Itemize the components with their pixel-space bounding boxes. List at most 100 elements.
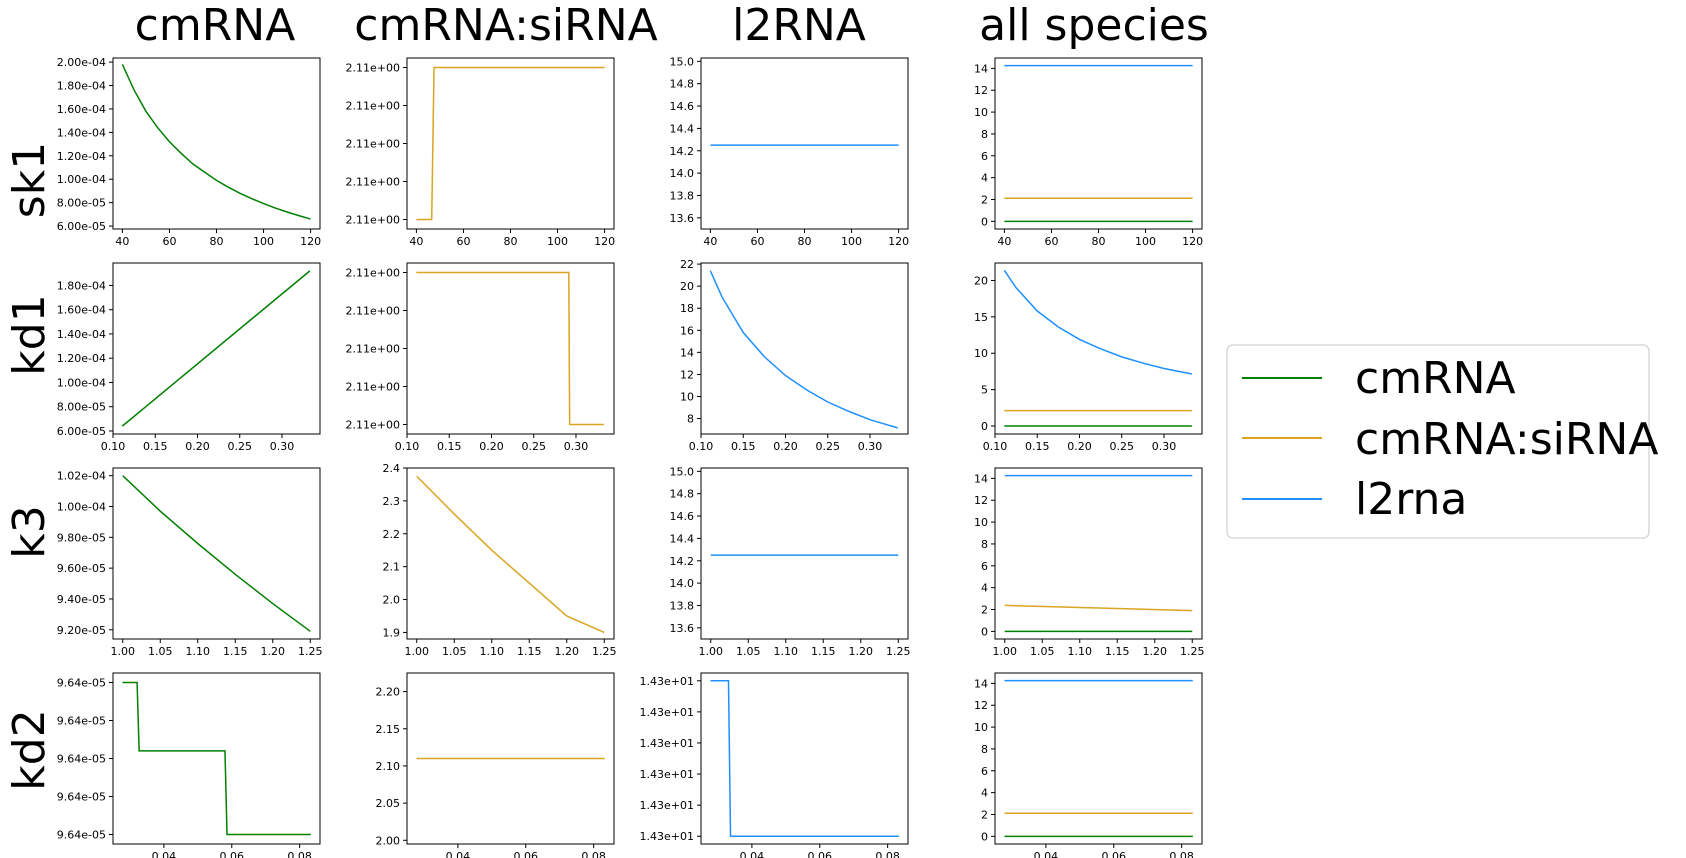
y-tick-label-sk1-l2rna-5: 14.6	[670, 100, 695, 113]
x-tick-label-kd2-l2rna-0: 0.04	[740, 850, 765, 858]
subplot-sk1-cmrna: 40 60 80 100 120 6.00e-05 8.00e-05 1.00e-04 1.20…	[57, 56, 321, 248]
x-tick-label-kd1-l2rna-3: 0.25	[815, 440, 840, 453]
subplot-sk1-l2rna: 40 60 80 100 120 13.6 13.8 14.0 14.2 14.4 14.6 14.8…	[670, 55, 910, 248]
x-tick-label-sk1-all-species-4: 120	[1182, 235, 1203, 248]
x-tick-label-kd2-cmrna-1: 0.06	[220, 850, 245, 858]
series-line-kd1-cmrna-cmrna	[121, 270, 311, 427]
y-tick-label-sk1-all-species-4: 8	[981, 128, 988, 141]
x-tick-label-kd2-all-species-1: 0.06	[1102, 850, 1127, 858]
row-title-k3: k3	[4, 505, 55, 558]
y-tick-label-sk1-l2rna-3: 14.2	[670, 145, 695, 158]
axes-frame-k3-l2rna	[700, 467, 909, 640]
x-tick-label-kd2-all-species-0: 0.04	[1034, 850, 1059, 858]
y-tick-label-kd1-all-species-2: 10	[974, 347, 988, 360]
y-tick-label-k3-all-species-0: 0	[981, 625, 988, 638]
y-tick-label-sk1-all-species-6: 12	[974, 84, 988, 97]
x-tick-label-kd1-cmrna-2: 0.20	[185, 440, 210, 453]
y-tick-label-k3-cmrna-sirna-4: 2.3	[383, 495, 401, 508]
y-tick-label-sk1-l2rna-7: 15.0	[670, 55, 695, 68]
axes-frame-kd2-all-species	[994, 672, 1203, 845]
y-tick-label-k3-l2rna-1: 13.8	[670, 599, 695, 612]
y-tick-label-k3-l2rna-3: 14.2	[670, 555, 695, 568]
y-tick-label-kd1-l2rna-4: 16	[680, 324, 694, 337]
subplot-kd1-cmrna-sirna: 0.10 0.15 0.20 0.25 0.30 2.11e+00 2.11e+00 2.11…	[346, 262, 615, 453]
x-tick-label-kd2-all-species-2: 0.08	[1169, 850, 1194, 858]
legend-box	[1226, 344, 1650, 539]
x-tick-label-sk1-cmrna-sirna-0: 40	[409, 235, 423, 248]
y-tick-label-k3-cmrna-sirna-5: 2.4	[383, 462, 401, 475]
y-tick-label-k3-all-species-4: 8	[981, 538, 988, 551]
subplot-grid: 40 60 80 100 1206.00e-058.00e-051.00e-041.20…	[57, 55, 1205, 858]
subplot-k3-cmrna-sirna: 1.00 1.05 1.10 1.15 1.20 1.25 1.9 2.0 2.1 2.2 2.3 2…	[383, 462, 617, 658]
y-tick-label-kd1-l2rna-1: 10	[680, 390, 694, 403]
y-tick-label-kd2-l2rna-5: 1.43e+01	[640, 675, 694, 688]
subplot-sk1-cmrna-sirna: 40 60 80 100 120 2.11e+00 2.11e+00 2.11e+00 2.11…	[346, 57, 615, 248]
y-tick-label-kd1-all-species-0: 0	[981, 420, 988, 433]
x-tick-label-kd1-all-species-3: 0.25	[1109, 440, 1134, 453]
x-tick-label-k3-cmrna-5: 1.25	[298, 645, 323, 658]
x-tick-label-kd1-cmrna-sirna-0: 0.10	[395, 440, 420, 453]
x-tick-label-sk1-cmrna-sirna-4: 120	[594, 235, 615, 248]
series-line-sk1-cmrna-cmrna	[121, 64, 311, 220]
x-tick-label-kd2-cmrna-sirna-1: 0.06	[514, 850, 539, 858]
y-tick-label-kd1-cmrna-6: 1.80e-04	[57, 279, 106, 292]
y-tick-label-sk1-all-species-7: 14	[974, 62, 988, 75]
legend-label-cmrna-sirna: cmRNA:siRNA	[1355, 414, 1658, 465]
x-tick-label-k3-cmrna-sirna-1: 1.05	[442, 645, 467, 658]
y-tick-label-kd1-l2rna-6: 20	[680, 280, 694, 293]
y-tick-label-kd2-cmrna-sirna-4: 2.20	[376, 686, 401, 699]
y-tick-label-kd1-cmrna-4: 1.40e-04	[57, 328, 106, 341]
y-tick-label-k3-all-species-2: 4	[981, 582, 988, 595]
y-tick-label-sk1-cmrna-sirna-2: 2.11e+00	[346, 138, 400, 151]
series-line-kd1-l2rna-l2rna	[709, 270, 899, 429]
y-tick-label-kd1-cmrna-1: 8.00e-05	[57, 401, 106, 414]
y-tick-label-k3-all-species-5: 10	[974, 516, 988, 529]
y-tick-label-k3-cmrna-4: 1.00e-04	[57, 501, 106, 514]
series-line-kd2-l2rna-l2rna	[710, 680, 899, 837]
y-tick-label-sk1-cmrna-sirna-4: 2.11e+00	[346, 62, 400, 75]
legend-label-cmrna: cmRNA	[1355, 353, 1516, 404]
y-tick-label-k3-cmrna-3: 9.80e-05	[57, 531, 106, 544]
y-tick-label-k3-l2rna-4: 14.4	[670, 532, 695, 545]
row-title-sk1: sk1	[4, 142, 55, 218]
subplot-kd1-l2rna: 0.10 0.15 0.20 0.25 0.30 8 10 12 14 16 18 20 22	[680, 258, 909, 453]
series-line-k3-all-species-cmrna-sirna	[1004, 604, 1193, 612]
y-tick-label-kd2-cmrna-0: 9.64e-05	[57, 829, 106, 842]
x-tick-label-kd1-cmrna-sirna-1: 0.15	[437, 440, 462, 453]
subplot-kd2-cmrna-sirna: 0.04 0.06 0.08 2.00 2.05 2.10 2.15 2.20	[376, 672, 615, 858]
y-tick-label-sk1-all-species-3: 6	[981, 150, 988, 163]
x-tick-label-kd2-cmrna-0: 0.04	[152, 850, 177, 858]
x-tick-label-k3-cmrna-sirna-0: 1.00	[405, 645, 430, 658]
x-tick-label-kd1-cmrna-sirna-2: 0.20	[479, 440, 504, 453]
x-tick-label-sk1-all-species-1: 60	[1044, 235, 1058, 248]
y-tick-label-kd1-cmrna-2: 1.00e-04	[57, 376, 106, 389]
x-tick-label-sk1-all-species-3: 100	[1135, 235, 1156, 248]
y-tick-label-kd1-l2rna-5: 18	[680, 302, 694, 315]
x-tick-label-sk1-l2rna-2: 80	[798, 235, 812, 248]
y-tick-label-sk1-cmrna-2: 1.00e-04	[57, 173, 106, 186]
y-tick-label-k3-cmrna-sirna-3: 2.2	[383, 528, 401, 541]
y-tick-label-kd1-cmrna-sirna-3: 2.11e+00	[346, 305, 400, 318]
x-tick-label-sk1-cmrna-sirna-3: 100	[547, 235, 568, 248]
col-title-cmrna: cmRNA	[135, 0, 296, 51]
x-tick-label-k3-all-species-0: 1.00	[993, 645, 1018, 658]
y-tick-label-kd1-cmrna-sirna-4: 2.11e+00	[346, 267, 400, 280]
y-tick-label-kd2-all-species-0: 0	[981, 830, 988, 843]
series-line-k3-cmrna-sirna-cmrna-sirna	[416, 475, 605, 634]
axes-frame-kd1-l2rna	[700, 262, 909, 435]
y-tick-label-kd1-l2rna-0: 8	[687, 413, 694, 426]
y-tick-label-kd2-l2rna-4: 1.43e+01	[640, 706, 694, 719]
subplot-sk1-all-species: 40 60 80 100 120 0 2 4 6 8 10 12 14	[974, 57, 1203, 248]
subplot-kd1-all-species: 0.10 0.15 0.20 0.25 0.30 0 5 10 15 20	[974, 262, 1203, 453]
x-tick-label-kd2-cmrna-sirna-2: 0.08	[581, 850, 606, 858]
x-tick-label-sk1-cmrna-sirna-2: 80	[504, 235, 518, 248]
subplot-kd1-cmrna: 0.10 0.15 0.20 0.25 0.30 6.00e-05 8.00e-05 1.00…	[57, 262, 321, 453]
x-tick-label-sk1-cmrna-0: 40	[115, 235, 129, 248]
x-tick-label-sk1-cmrna-1: 60	[162, 235, 176, 248]
y-tick-label-sk1-cmrna-4: 1.40e-04	[57, 126, 106, 139]
y-tick-label-kd1-cmrna-0: 6.00e-05	[57, 425, 106, 438]
y-tick-label-kd2-all-species-7: 14	[974, 677, 988, 690]
x-tick-label-k3-l2rna-3: 1.15	[811, 645, 836, 658]
x-tick-label-sk1-cmrna-2: 80	[210, 235, 224, 248]
y-tick-label-k3-all-species-6: 12	[974, 494, 988, 507]
